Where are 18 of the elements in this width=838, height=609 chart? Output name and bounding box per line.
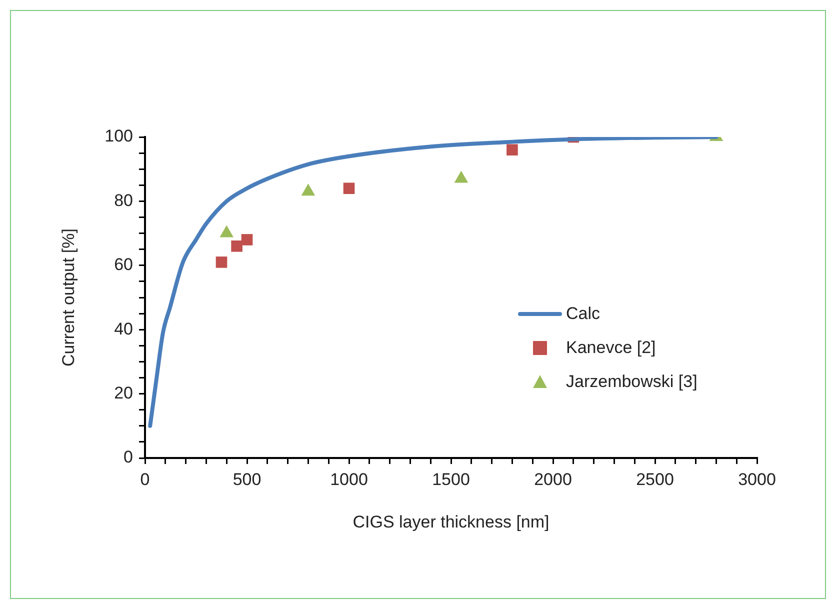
x-tick-label: 2000 — [534, 470, 572, 489]
y-axis-title: Current output [%] — [58, 228, 78, 366]
legend-label: Kanevce [2] — [566, 338, 656, 358]
y-tick-label: 40 — [114, 319, 133, 338]
x-tick-label: 500 — [232, 470, 262, 489]
x-tick-label: 2500 — [636, 470, 674, 489]
y-tick-label: 20 — [114, 383, 133, 402]
x-axis-title: CIGS layer thickness [nm] — [352, 512, 550, 532]
legend-label: Calc — [566, 304, 600, 324]
y-tick-label: 100 — [104, 126, 133, 146]
x-tick-label: 1000 — [330, 470, 368, 489]
y-tick-label: 0 — [124, 448, 133, 467]
x-tick-label: 0 — [140, 470, 150, 489]
x-tick-label: 3000 — [738, 470, 776, 489]
y-tick-label: 80 — [114, 190, 133, 210]
legend-label: Jarzembowski [3] — [566, 372, 698, 392]
x-tick-label: 1500 — [432, 470, 470, 489]
y-tick-label: 60 — [114, 255, 133, 274]
